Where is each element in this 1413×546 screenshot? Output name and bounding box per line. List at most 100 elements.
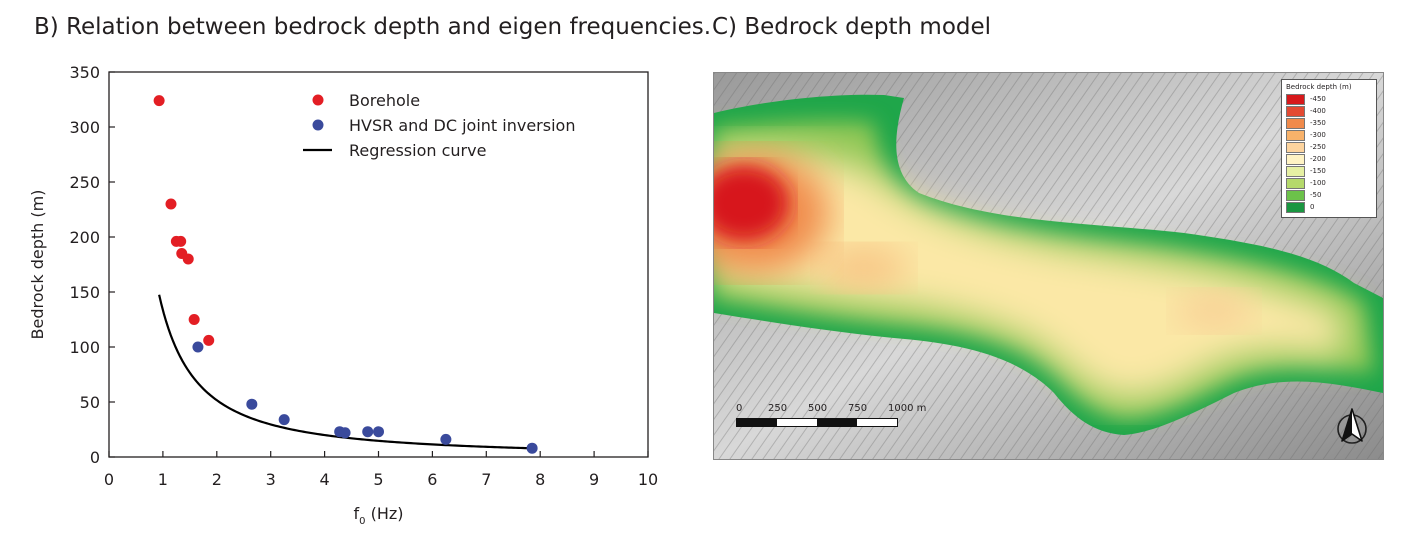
y-tick-label: 50 [80,393,100,412]
regression-curve [158,294,533,450]
map-canvas [714,73,1383,459]
scale-label: 750 [848,403,868,414]
legend-row: -400 [1286,105,1372,117]
y-tick-label: 250 [69,173,100,192]
legend-entry-label: -400 [1310,107,1326,115]
legend-entry-label: -200 [1310,155,1326,163]
x-tick-label: 2 [212,470,222,489]
legend-entry-label: -450 [1310,95,1326,103]
legend-swatch [1286,129,1305,141]
legend-entry-label: -350 [1310,119,1326,127]
map-legend: Bedrock depth (m) -450 -400 -350 -300 -250 -2… [1281,79,1377,218]
y-tick-label: 0 [90,448,100,467]
y-tick-label: 300 [69,118,100,137]
legend-entries: -450 -400 -350 -300 -250 -200 -150 -100 -50 0 [1286,93,1372,213]
legend-entry-label: -150 [1310,167,1326,175]
depth-zone-deepest [714,165,789,241]
y-tick-label: 350 [69,63,100,82]
hvsr-point [373,426,384,438]
borehole-point [188,314,200,325]
legend-title: Bedrock depth (m) [1286,83,1352,91]
hvsr-point [339,427,351,439]
scale-label: 1000 m [888,403,927,414]
legend-swatch [1286,141,1305,153]
scale-bar-segments [736,418,898,427]
legend-swatch [1286,117,1305,129]
bedrock-depth-map: Bedrock depth (m) -450 -400 -350 -300 -250 -2… [713,72,1384,460]
hvsr-point [440,433,452,445]
legend-swatch [1286,165,1305,177]
legend-row: -250 [1286,141,1372,153]
legend-entry-label: -50 [1310,191,1322,199]
legend-row: -50 [1286,189,1372,201]
hvsr-point [362,426,374,438]
legend-row: -200 [1286,153,1372,165]
scale-segment [817,419,857,426]
legend-swatch [1286,105,1305,117]
north-arrow-icon [1337,408,1367,444]
legend-entry-label: -250 [1310,143,1326,151]
legend-marker [312,94,324,106]
scale-label: 0 [736,403,743,414]
regression-curve-layer [158,294,533,450]
borehole-point [165,198,177,210]
y-tick-label: 100 [69,338,100,357]
legend-swatch [1286,93,1305,105]
panel-c-title: C) Bedrock depth model [712,14,992,40]
legend-row: 0 [1286,201,1372,213]
legend-label: HVSR and DC joint inversion [349,116,575,135]
depth-zone-orange-2 [1174,291,1254,331]
legend-swatch [1286,177,1305,189]
scale-bar: 0 250 500 750 1000 m [736,403,936,427]
borehole-point [182,253,194,265]
legend-row: -450 [1286,93,1372,105]
y-axis-label: Bedrock depth (m) [28,190,47,340]
legend-row: -300 [1286,129,1372,141]
scale-labels: 0 250 500 750 1000 m [736,403,936,416]
legend-entry-label: 0 [1310,203,1315,211]
x-tick-label: 10 [638,470,658,489]
y-tick-label: 200 [69,228,100,247]
legend-swatch [1286,201,1305,213]
hvsr-point [526,442,538,454]
x-tick-label: 7 [481,470,491,489]
legend-entry-label: -300 [1310,131,1326,139]
chart-legend: Borehole HVSR and DC joint inversion Regre… [303,91,575,160]
legend-entry-label: -100 [1310,179,1326,187]
scale-segment [857,419,897,426]
scale-segment [777,419,817,426]
legend-row: -100 [1286,177,1372,189]
borehole-point [153,95,165,107]
x-axis-label: f0 (Hz) [353,504,403,527]
x-tick-label: 1 [158,470,168,489]
panel-b-title: B) Relation between bedrock depth and ei… [34,14,712,40]
scale-label: 500 [808,403,828,414]
legend-label: Borehole [349,91,420,110]
data-points-layer [153,95,538,454]
x-tick-label: 0 [104,470,114,489]
borehole-point [175,235,187,247]
x-tick-label: 5 [373,470,383,489]
x-tick-label: 9 [589,470,599,489]
depth-zone-orange-1 [819,246,909,290]
hvsr-point [192,341,204,353]
borehole-point [203,334,215,346]
hvsr-point [278,414,290,426]
valley-yellow-zone [714,151,1344,400]
hvsr-point [246,398,258,410]
scale-segment [737,419,777,426]
y-tick-label: 150 [69,283,100,302]
scale-label: 250 [768,403,788,414]
x-tick-label: 8 [535,470,545,489]
legend-swatch [1286,153,1305,165]
legend-row: -350 [1286,117,1372,129]
legend-label: Regression curve [349,141,486,160]
legend-marker [312,119,324,131]
x-tick-label: 4 [320,470,330,489]
legend-row: -150 [1286,165,1372,177]
x-tick-label: 6 [427,470,437,489]
x-tick-label: 3 [266,470,276,489]
legend-swatch [1286,189,1305,201]
